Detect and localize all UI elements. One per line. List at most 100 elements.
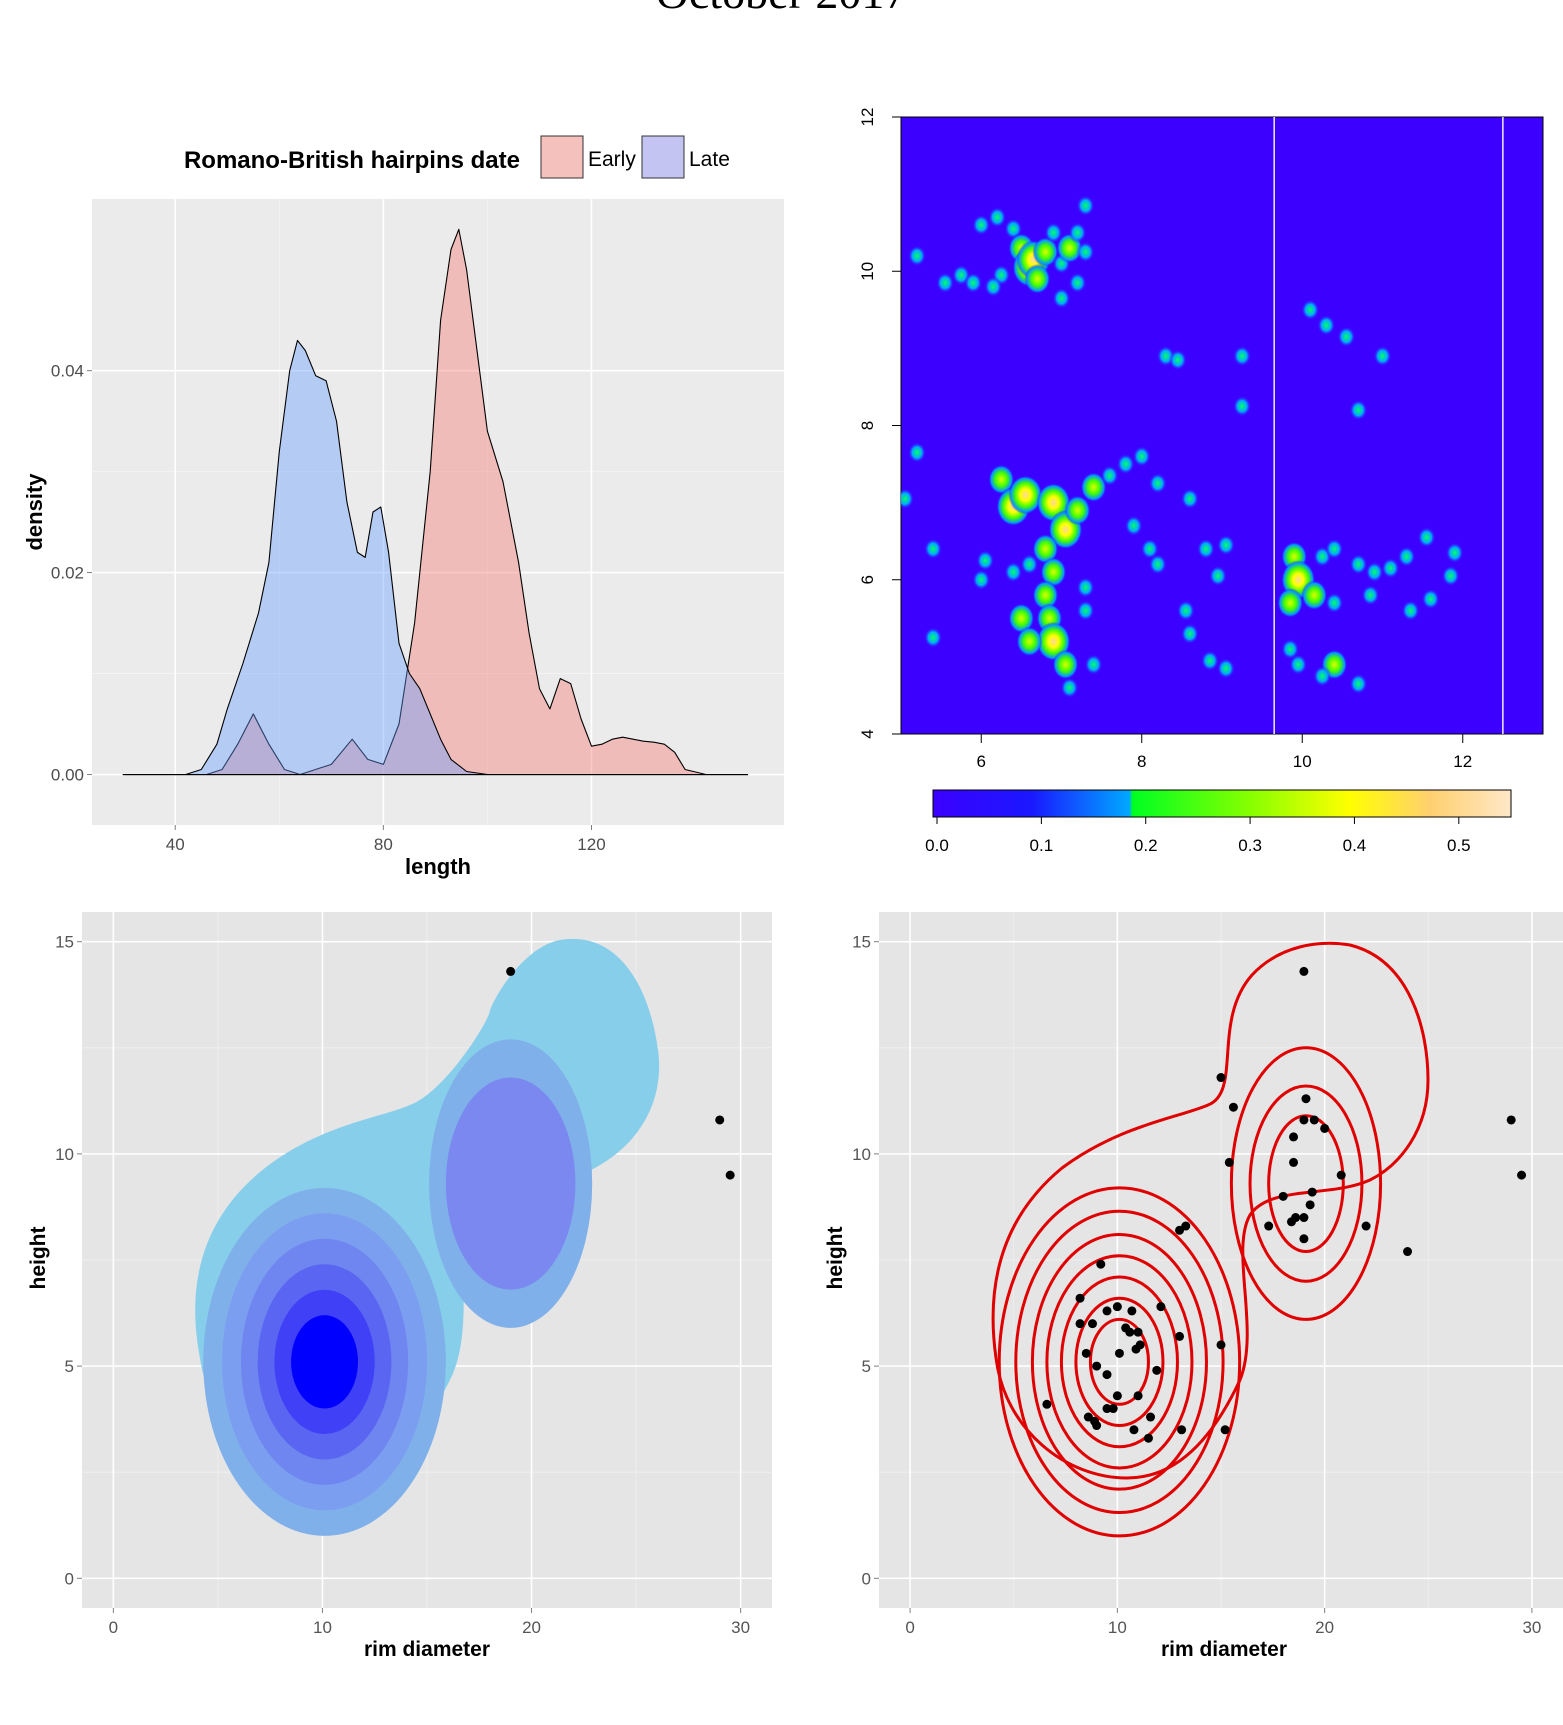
contour-scatter-y-tick-label: 15 xyxy=(852,933,871,952)
heatmap-hotspot xyxy=(1325,538,1344,560)
scatter-point xyxy=(1131,1344,1141,1354)
density-area-early xyxy=(122,228,749,776)
filled-contour-x-tick-label: 20 xyxy=(522,1618,541,1637)
heatmap-hotspot xyxy=(972,214,991,236)
contour-scatter-y-tick-label: 5 xyxy=(862,1357,871,1376)
heatmap-hotspot xyxy=(1421,588,1440,610)
scatter-point xyxy=(725,1170,735,1180)
heatmap-hotspot xyxy=(964,272,983,294)
heatmap-hotspot xyxy=(1365,561,1384,583)
heatmap-hotspot xyxy=(1289,654,1308,675)
scatter-point xyxy=(1087,1319,1097,1329)
heatmap-hotspot xyxy=(1301,580,1328,611)
colorbar-tick-label: 0.3 xyxy=(1238,836,1262,855)
scatter-point xyxy=(1307,1187,1317,1197)
heatmap-hotspot xyxy=(1124,515,1143,537)
heatmap-hotspot xyxy=(1417,526,1436,548)
contour-scatter-x-tick-label: 0 xyxy=(905,1618,914,1637)
scatter-point xyxy=(1299,966,1309,976)
heatmap-x-tick-label: 8 xyxy=(1137,752,1146,771)
scatter-point xyxy=(1309,1115,1319,1125)
heatmap-y-tick-label: 8 xyxy=(858,421,877,430)
heatmap-hotspot xyxy=(1337,326,1356,348)
heatmap-hotspot xyxy=(1004,561,1023,583)
density-x-tick-label: 40 xyxy=(166,835,185,854)
scatter-point xyxy=(1517,1170,1527,1180)
heatmap-hotspot xyxy=(972,569,991,591)
density-y-tick-label: 0.00 xyxy=(51,766,84,785)
scatter-point xyxy=(1092,1361,1102,1371)
heatmap-hotspot xyxy=(1052,287,1071,309)
heatmap-hotspot xyxy=(1140,538,1159,560)
heatmap-hotspot xyxy=(1373,345,1392,367)
heatmap-hotspot xyxy=(924,538,943,560)
heatmap-hotspot xyxy=(1281,638,1300,660)
scatter-point xyxy=(1224,1157,1234,1167)
scatter-point xyxy=(1092,1421,1102,1431)
heatmap-hotspot xyxy=(1008,603,1035,634)
heatmap-hotspot xyxy=(1349,399,1368,421)
heatmap-hotspot xyxy=(988,464,1015,495)
scatter-point xyxy=(1133,1391,1143,1401)
heatmap-x-tick-label: 10 xyxy=(1293,752,1312,771)
heatmap-hotspot xyxy=(1060,677,1079,699)
scatter-point xyxy=(1305,1200,1315,1210)
heatmap-hotspot xyxy=(1100,465,1119,486)
scatter-point xyxy=(1112,1391,1122,1401)
filled-contour-x-axis-label: rim diameter xyxy=(364,1638,490,1661)
density-contour-line-high xyxy=(1248,1084,1364,1283)
heatmap-hotspot xyxy=(1217,534,1236,556)
heatmap-y-tick-label: 12 xyxy=(858,108,877,127)
filled-contour-y-tick-label: 10 xyxy=(55,1145,74,1164)
contour-scatter-y-tick-label: 0 xyxy=(862,1569,871,1588)
density-contour-mode-high xyxy=(445,1077,576,1290)
heatmap-x-tick-label: 12 xyxy=(1453,752,1472,771)
heatmap-hotspot xyxy=(1317,314,1336,336)
heatmap-hotspot xyxy=(1148,553,1167,575)
heatmap-hotspot xyxy=(1116,453,1135,475)
scatter-point xyxy=(1081,1348,1091,1358)
heatmap-hotspot xyxy=(1040,557,1067,587)
density-y-tick-label: 0.02 xyxy=(51,564,84,583)
heatmap-y-tick-label: 4 xyxy=(858,729,877,738)
heatmap-hotspot xyxy=(1349,673,1368,695)
heatmap-hotspot xyxy=(1208,565,1227,587)
heatmap-hotspot xyxy=(1313,665,1332,687)
scatter-point xyxy=(1506,1115,1516,1125)
scatter-point xyxy=(715,1115,725,1125)
scatter-point xyxy=(1289,1157,1299,1167)
scatter-point xyxy=(1146,1412,1156,1422)
density-y-tick-label: 0.04 xyxy=(51,362,84,381)
scatter-point xyxy=(1361,1221,1371,1231)
heatmap-y-tick-label: 10 xyxy=(858,262,877,281)
heatmap-hotspot xyxy=(1397,546,1416,567)
scatter-point xyxy=(1301,1094,1311,1104)
page-title: October 2017 xyxy=(0,0,1563,19)
density-contour-line-low xyxy=(1059,1275,1179,1449)
heatmap-hotspot xyxy=(1032,580,1059,611)
heatmap-hotspot xyxy=(1349,553,1368,575)
contour-scatter-x-tick-label: 30 xyxy=(1522,1618,1541,1637)
heatmap-hotspot xyxy=(1325,592,1344,614)
colorbar-tick-label: 0.4 xyxy=(1343,836,1367,855)
colorbar-tick-label: 0.1 xyxy=(1030,836,1054,855)
heatmap-hotspot xyxy=(908,245,927,267)
heatmap-hotspot xyxy=(1196,538,1215,560)
heatmap-hotspot xyxy=(1016,626,1043,657)
scatter-point xyxy=(1175,1331,1185,1341)
scatter-point xyxy=(1216,1073,1226,1083)
heatmap-hotspot xyxy=(984,276,1003,298)
density-plot-panel xyxy=(92,199,784,825)
legend-swatch-early xyxy=(540,135,584,179)
legend-label-late: Late xyxy=(689,148,730,171)
heatmap-panel xyxy=(900,116,1544,735)
filled-contour-y-tick-label: 0 xyxy=(65,1569,74,1588)
density-x-tick-label: 80 xyxy=(374,835,393,854)
heatmap-hotspot xyxy=(1064,495,1091,526)
colorbar-tick-label: 0.5 xyxy=(1447,836,1471,855)
scatter-point xyxy=(1075,1293,1085,1303)
scatter-point xyxy=(1075,1319,1085,1329)
